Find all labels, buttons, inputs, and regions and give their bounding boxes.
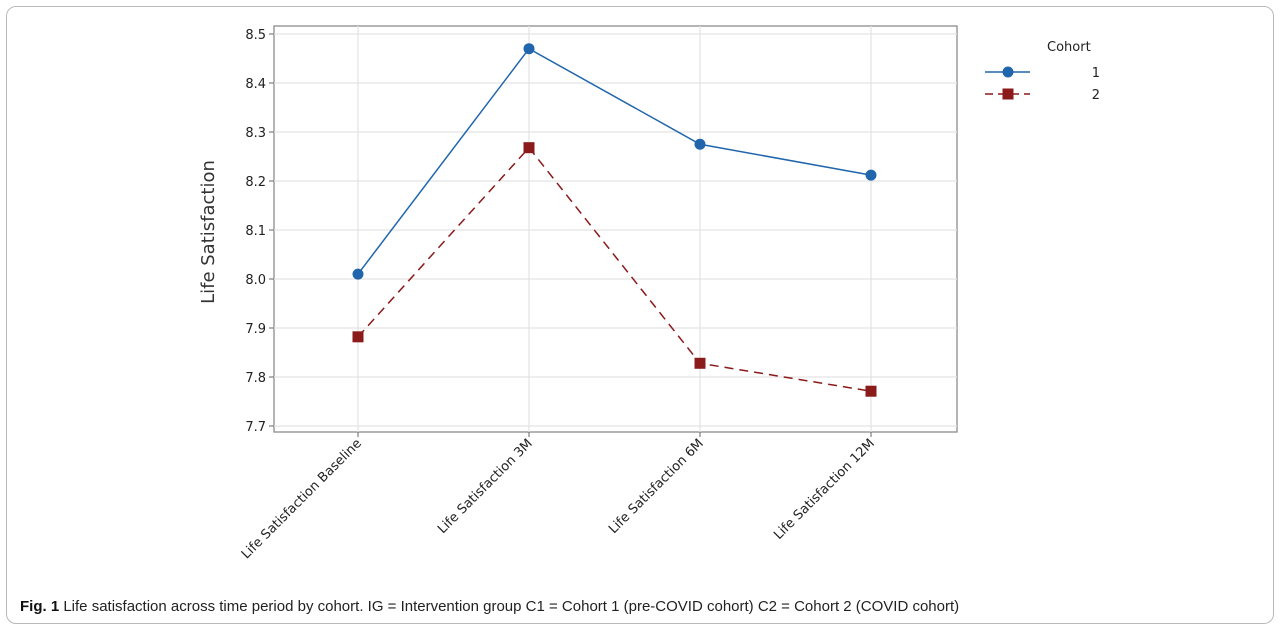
legend-marker-1 xyxy=(1002,66,1014,78)
y-tick-label: 8.0 xyxy=(245,273,266,288)
y-tick-label: 7.9 xyxy=(245,322,266,337)
legend-title: Cohort xyxy=(1047,40,1091,55)
legend-label-1: 1 xyxy=(1092,66,1100,81)
y-axis: 7.7 7.8 7.9 8.0 8.1 8.2 8.3 8.4 8.5 xyxy=(245,28,274,435)
y-tick-label: 8.3 xyxy=(245,126,266,141)
legend-label-2: 2 xyxy=(1092,88,1100,103)
y-tick-label: 8.5 xyxy=(245,28,266,43)
x-tick-label: Life Satisfaction 3M xyxy=(435,436,536,537)
x-axis: Life Satisfaction Baseline Life Satisfact… xyxy=(239,432,878,562)
y-tick-label: 7.7 xyxy=(245,420,266,435)
series-line-1 xyxy=(357,47,872,275)
gridlines xyxy=(274,26,957,432)
legend-marker-2 xyxy=(1002,88,1014,100)
figure-caption-text: Life satisfaction across time period by … xyxy=(63,598,960,615)
x-tick-label: Life Satisfaction 12M xyxy=(771,436,878,543)
y-axis-label: Life Satisfaction xyxy=(198,160,219,304)
y-tick-label: 8.1 xyxy=(245,224,266,239)
data-point-cohort-2 xyxy=(352,331,364,343)
series-markers xyxy=(352,43,877,397)
data-point-cohort-2 xyxy=(523,142,535,154)
plot-border xyxy=(273,25,958,433)
x-tick-label: Life Satisfaction Baseline xyxy=(239,436,365,562)
data-point-cohort-1 xyxy=(352,268,364,280)
figure-label: Fig. 1 xyxy=(20,598,60,615)
series-lines xyxy=(357,47,872,392)
data-point-cohort-1 xyxy=(694,138,706,150)
data-point-cohort-1 xyxy=(865,169,877,181)
figure-caption: Fig. 1 Life satisfaction across time per… xyxy=(20,598,959,615)
data-point-cohort-2 xyxy=(865,385,877,397)
y-tick-label: 7.8 xyxy=(245,371,266,386)
x-tick-label: Life Satisfaction 6M xyxy=(606,436,707,537)
data-point-cohort-1 xyxy=(523,43,535,55)
y-tick-label: 8.2 xyxy=(245,175,266,190)
y-tick-label: 8.4 xyxy=(245,77,266,92)
legend: Cohort 1 2 xyxy=(985,40,1100,103)
plot-area xyxy=(273,25,958,433)
series-line-2 xyxy=(357,146,872,392)
data-point-cohort-2 xyxy=(694,357,706,369)
